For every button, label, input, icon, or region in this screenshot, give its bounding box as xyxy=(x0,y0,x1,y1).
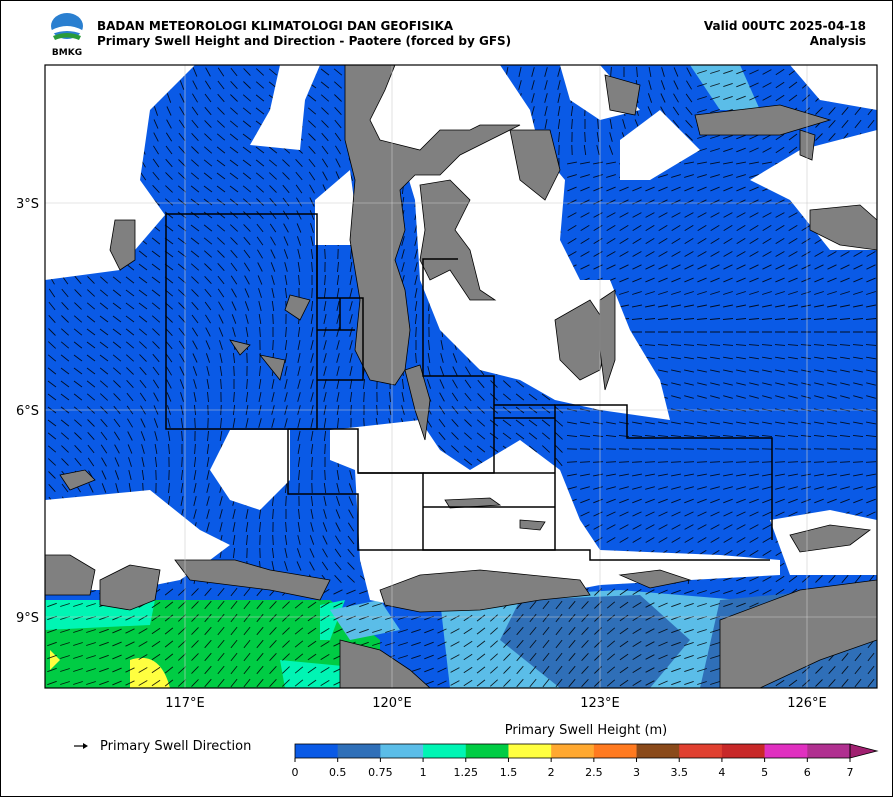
direction-label: Primary Swell Direction xyxy=(100,739,251,754)
colorbar-segment xyxy=(551,744,595,758)
colorbar-frame xyxy=(294,743,851,759)
direction-legend: Primary Swell Direction xyxy=(74,739,251,754)
colorbar-segment xyxy=(679,744,723,758)
colorbar-segment xyxy=(636,744,680,758)
colorbar-tick-label: 6 xyxy=(804,766,811,779)
colorbar-tick-label: 4 xyxy=(718,766,725,779)
colorbar-title: Primary Swell Height (m) xyxy=(505,723,668,738)
map-frame xyxy=(44,64,878,689)
lon-label: 123°E xyxy=(580,696,620,711)
logo: BMKG xyxy=(51,13,83,58)
colorbar-tick-label: 1.25 xyxy=(454,766,479,779)
colorbar-segment xyxy=(764,744,808,758)
agency: BADAN METEOROLOGI KLIMATOLOGI DAN GEOFIS… xyxy=(97,19,454,33)
lon-label: 117°E xyxy=(165,696,205,711)
swell-zones xyxy=(45,65,877,688)
colorbar-segment xyxy=(465,744,509,758)
colorbar-tick-label: 1.5 xyxy=(500,766,518,779)
map xyxy=(45,65,877,688)
graticule xyxy=(45,65,877,688)
mode: Analysis xyxy=(810,34,866,48)
colorbar-tick-label: 0.5 xyxy=(329,766,347,779)
lon-label: 126°E xyxy=(787,696,827,711)
colorbar-tick-label: 5 xyxy=(761,766,768,779)
colorbar-segment xyxy=(508,744,552,758)
axis-labels: 117°E 120°E 123°E 126°E 3°S 6°S 9°S xyxy=(16,197,827,711)
colorbar-segment xyxy=(423,744,467,758)
valid-time: Valid 00UTC 2025-04-18 xyxy=(704,19,866,33)
lon-label: 120°E xyxy=(372,696,412,711)
lat-label: 9°S xyxy=(16,611,39,626)
colorbar-tick-label: 0 xyxy=(292,766,299,779)
colorbar-segment xyxy=(380,744,424,758)
land xyxy=(45,65,877,688)
colorbar: 0 0.5 0.75 1 1.25 1.5 2 2.5 3 3.5 4 5 6 7 xyxy=(292,743,879,779)
colorbar-segment xyxy=(337,744,381,758)
colorbar-segment xyxy=(295,744,338,758)
lat-label: 3°S xyxy=(16,197,39,212)
zone-boundaries xyxy=(165,213,773,561)
colorbar-tick-label: 2 xyxy=(548,766,555,779)
logo-text: BMKG xyxy=(52,48,82,58)
colorbar-segment xyxy=(721,744,765,758)
colorbar-tick-label: 1 xyxy=(420,766,427,779)
title: Primary Swell Height and Direction - Pao… xyxy=(97,34,511,48)
colorbar-tick-label: 2.5 xyxy=(585,766,603,779)
colorbar-tick-label: 7 xyxy=(847,766,854,779)
colorbar-tick-label: 0.75 xyxy=(368,766,393,779)
colorbar-segment xyxy=(807,744,851,758)
colorbar-segment xyxy=(593,744,637,758)
lat-label: 6°S xyxy=(16,404,39,419)
colorbar-tick-label: 3.5 xyxy=(670,766,688,779)
colorbar-tick-label: 3 xyxy=(633,766,640,779)
